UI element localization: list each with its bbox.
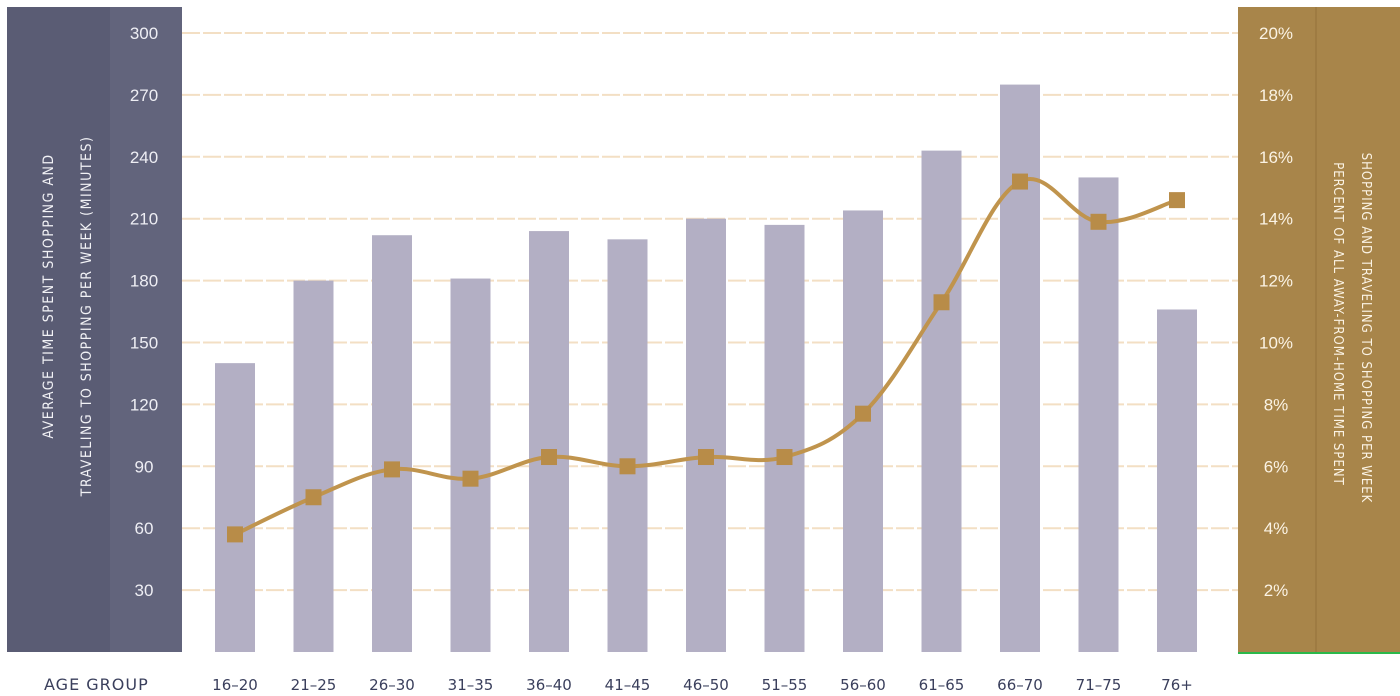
line-marker [462,470,479,487]
x-tick-label: 76+ [1161,676,1193,694]
bar [372,235,412,652]
x-tick-label: 56–60 [840,676,886,694]
y-right-tick-label: 8% [1264,395,1289,414]
y-right-tick-label: 16% [1259,148,1293,167]
x-tick-label: 26–30 [369,676,415,694]
bar [1078,177,1119,652]
y-axis-right-title-line2: SHOPPING AND TRAVELING TO SHOPPING PER W… [1358,153,1373,504]
y-left-tick-label: 180 [130,272,158,291]
y-left-tick-label: 30 [135,581,154,600]
y-left-tick-label: 300 [130,24,158,43]
x-tick-label: 36–40 [526,676,572,694]
x-tick-label: 31–35 [448,676,494,694]
y-left-tick-label: 240 [130,148,158,167]
line-marker [384,461,400,478]
bar [843,210,883,653]
x-tick-label: 66–70 [997,676,1043,694]
x-tick-label: 41–45 [605,676,651,694]
y-axis-right-title-line1: PERCENT OF ALL AWAY-FROM-HOME TIME SPENT [1330,162,1345,486]
line-marker [541,449,557,466]
bar [293,280,334,652]
y-left-tick-label: 120 [130,395,158,414]
x-tick-label: 46–50 [683,676,729,694]
x-tick-label: 16–20 [212,676,258,694]
bar [1157,309,1197,652]
y-right-tick-label: 20% [1259,24,1293,43]
x-tick-label: 61–65 [919,676,965,694]
bar [686,218,726,652]
y-left-tick-label: 90 [135,457,154,476]
y-left-tick-label: 270 [130,86,158,105]
y-left-tick-label: 210 [130,210,158,229]
bar [921,150,962,653]
right-axis-panel [1238,7,1400,652]
y-axis-left-title-line1: AVERAGE TIME SPENT SHOPPING AND [41,153,57,438]
line-marker [1090,213,1107,230]
y-right-tick-label: 2% [1264,581,1289,600]
y-right-tick-label: 6% [1264,457,1289,476]
line-marker [227,526,243,543]
line-marker [1012,173,1028,190]
bar [450,278,491,652]
y-left-tick-label: 150 [130,334,158,353]
y-right-tick-label: 4% [1264,519,1289,538]
line-marker [933,294,950,311]
x-tick-label: 71–75 [1076,676,1122,694]
y-right-tick-label: 18% [1259,86,1293,105]
bar [215,363,255,652]
bar [764,224,805,652]
line-marker [1169,192,1185,209]
x-axis-title: AGE GROUP [44,675,149,694]
x-tick-label: 21–25 [291,676,337,694]
line-marker [619,458,636,475]
y-right-tick-label: 12% [1259,272,1293,291]
line-marker [698,449,714,466]
y-right-tick-label: 14% [1259,210,1293,229]
left-axis-tick-panel [110,7,182,652]
y-left-tick-label: 60 [135,519,154,538]
line-marker [855,405,871,422]
x-tick-label: 51–55 [762,676,808,694]
line-marker [305,489,322,506]
bar [1000,84,1040,653]
y-axis-left-title-line2: TRAVELING TO SHOPPING PER WEEK (MINUTES) [79,136,95,498]
y-right-tick-label: 10% [1259,334,1293,353]
bar [529,231,569,652]
line-marker [776,449,793,466]
bar [607,239,648,653]
